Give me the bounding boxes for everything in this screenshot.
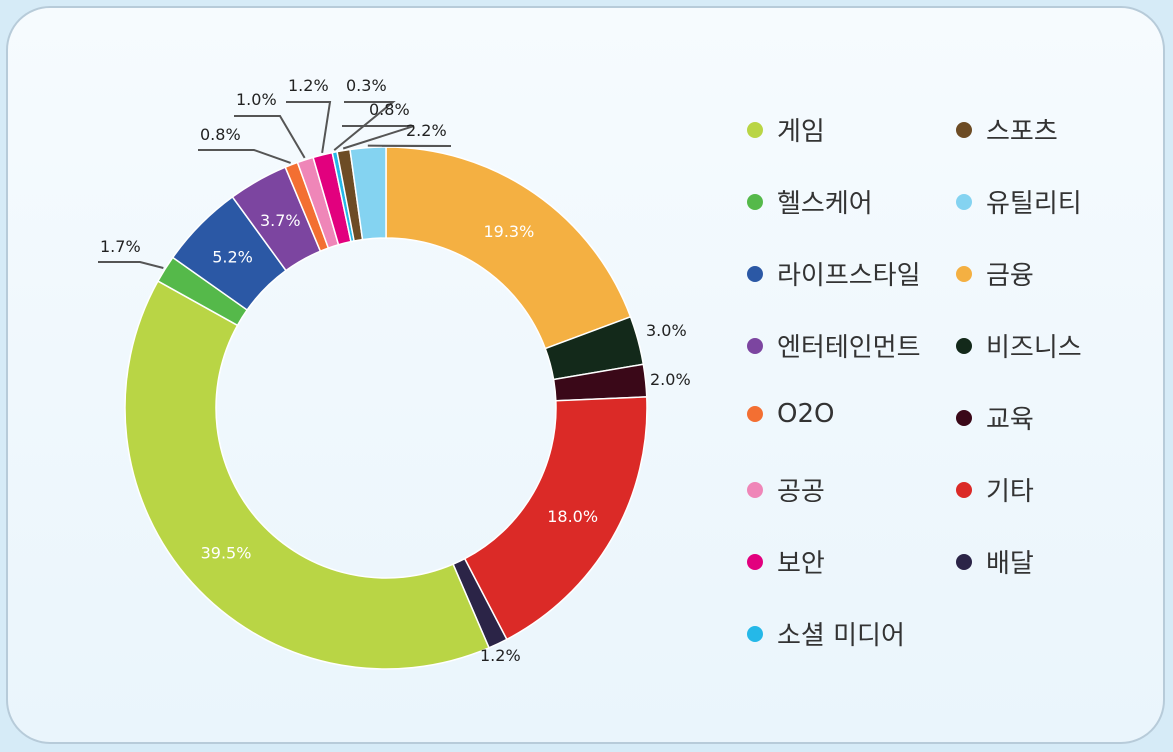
legend-swatch xyxy=(747,481,763,498)
legend-item-소셜-미디어: 소셜 미디어 xyxy=(747,615,905,652)
legend-swatch xyxy=(956,193,972,210)
leader-line-공공 xyxy=(234,115,306,159)
value-label-보안: 1.2% xyxy=(288,76,329,95)
value-label-기타: 18.0% xyxy=(547,507,598,526)
legend-swatch xyxy=(956,481,972,498)
value-label-배달: 1.2% xyxy=(480,646,521,665)
legend-swatch xyxy=(747,553,763,570)
legend-label: 게임 xyxy=(777,117,825,147)
legend-swatch xyxy=(956,553,972,570)
legend-swatch xyxy=(956,337,972,354)
legend-label: 비즈니스 xyxy=(986,333,1082,363)
legend-swatch xyxy=(747,337,763,354)
legend-item-배달: 배달 xyxy=(956,543,1034,580)
value-label-라이프스타일: 5.2% xyxy=(212,248,253,267)
legend-item-비즈니스: 비즈니스 xyxy=(956,327,1082,364)
legend-label: 소셜 미디어 xyxy=(777,621,905,651)
leader-line-O2O xyxy=(198,149,291,164)
legend-label: 라이프스타일 xyxy=(777,261,921,291)
legend-label: 보안 xyxy=(777,549,825,579)
value-label-유틸리티: 2.2% xyxy=(406,121,447,140)
legend-swatch xyxy=(747,121,763,138)
value-label-O2O: 0.8% xyxy=(200,125,241,144)
leader-line-스포츠 xyxy=(342,125,415,150)
legend-item-금융: 금융 xyxy=(956,255,1034,292)
legend-label: 배달 xyxy=(986,549,1034,579)
legend-item-라이프스타일: 라이프스타일 xyxy=(747,255,921,292)
value-label-금융: 19.3% xyxy=(483,222,534,241)
legend-swatch xyxy=(956,121,972,138)
leader-line-보안 xyxy=(286,101,332,154)
legend-item-헬스케어: 헬스케어 xyxy=(747,183,873,220)
legend-swatch xyxy=(747,625,763,642)
legend-item-게임: 게임 xyxy=(747,111,825,148)
legend-swatch xyxy=(956,265,972,282)
legend-swatch xyxy=(747,265,763,282)
legend-item-스포츠: 스포츠 xyxy=(956,111,1058,148)
leader-line-헬스케어 xyxy=(98,261,164,269)
legend-swatch xyxy=(956,409,972,426)
legend-item-O2O: O2O xyxy=(747,399,834,429)
legend-label: 교육 xyxy=(986,405,1034,435)
slice-금융 xyxy=(385,146,632,350)
leader-line-소셜-미디어 xyxy=(333,101,396,151)
legend-swatch xyxy=(747,406,763,422)
legend-label: 기타 xyxy=(986,477,1034,507)
legend-item-엔터테인먼트: 엔터테인먼트 xyxy=(747,327,921,364)
legend-swatch xyxy=(747,193,763,210)
value-label-스포츠: 0.8% xyxy=(369,100,410,119)
legend-label: 공공 xyxy=(777,477,825,507)
legend-item-교육: 교육 xyxy=(956,399,1034,436)
legend-label: O2O xyxy=(777,399,835,429)
value-label-게임: 39.5% xyxy=(201,543,252,562)
legend-item-공공: 공공 xyxy=(747,471,825,508)
legend-item-유틸리티: 유틸리티 xyxy=(956,183,1082,220)
legend-item-보안: 보안 xyxy=(747,543,825,580)
legend-label: 헬스케어 xyxy=(777,189,873,219)
value-label-공공: 1.0% xyxy=(236,90,277,109)
value-label-소셜-미디어: 0.3% xyxy=(346,76,387,95)
slice-유틸리티 xyxy=(349,146,387,241)
legend-label: 엔터테인먼트 xyxy=(777,333,921,363)
value-label-엔터테인먼트: 3.7% xyxy=(260,211,301,230)
legend-label: 스포츠 xyxy=(986,117,1058,147)
slice-게임 xyxy=(124,280,490,670)
legend-item-기타: 기타 xyxy=(956,471,1034,508)
value-label-비즈니스: 3.0% xyxy=(646,321,687,340)
value-label-교육: 2.0% xyxy=(650,370,691,389)
legend-label: 금융 xyxy=(986,261,1034,291)
value-label-헬스케어: 1.7% xyxy=(100,237,141,256)
legend-label: 유틸리티 xyxy=(986,189,1082,219)
